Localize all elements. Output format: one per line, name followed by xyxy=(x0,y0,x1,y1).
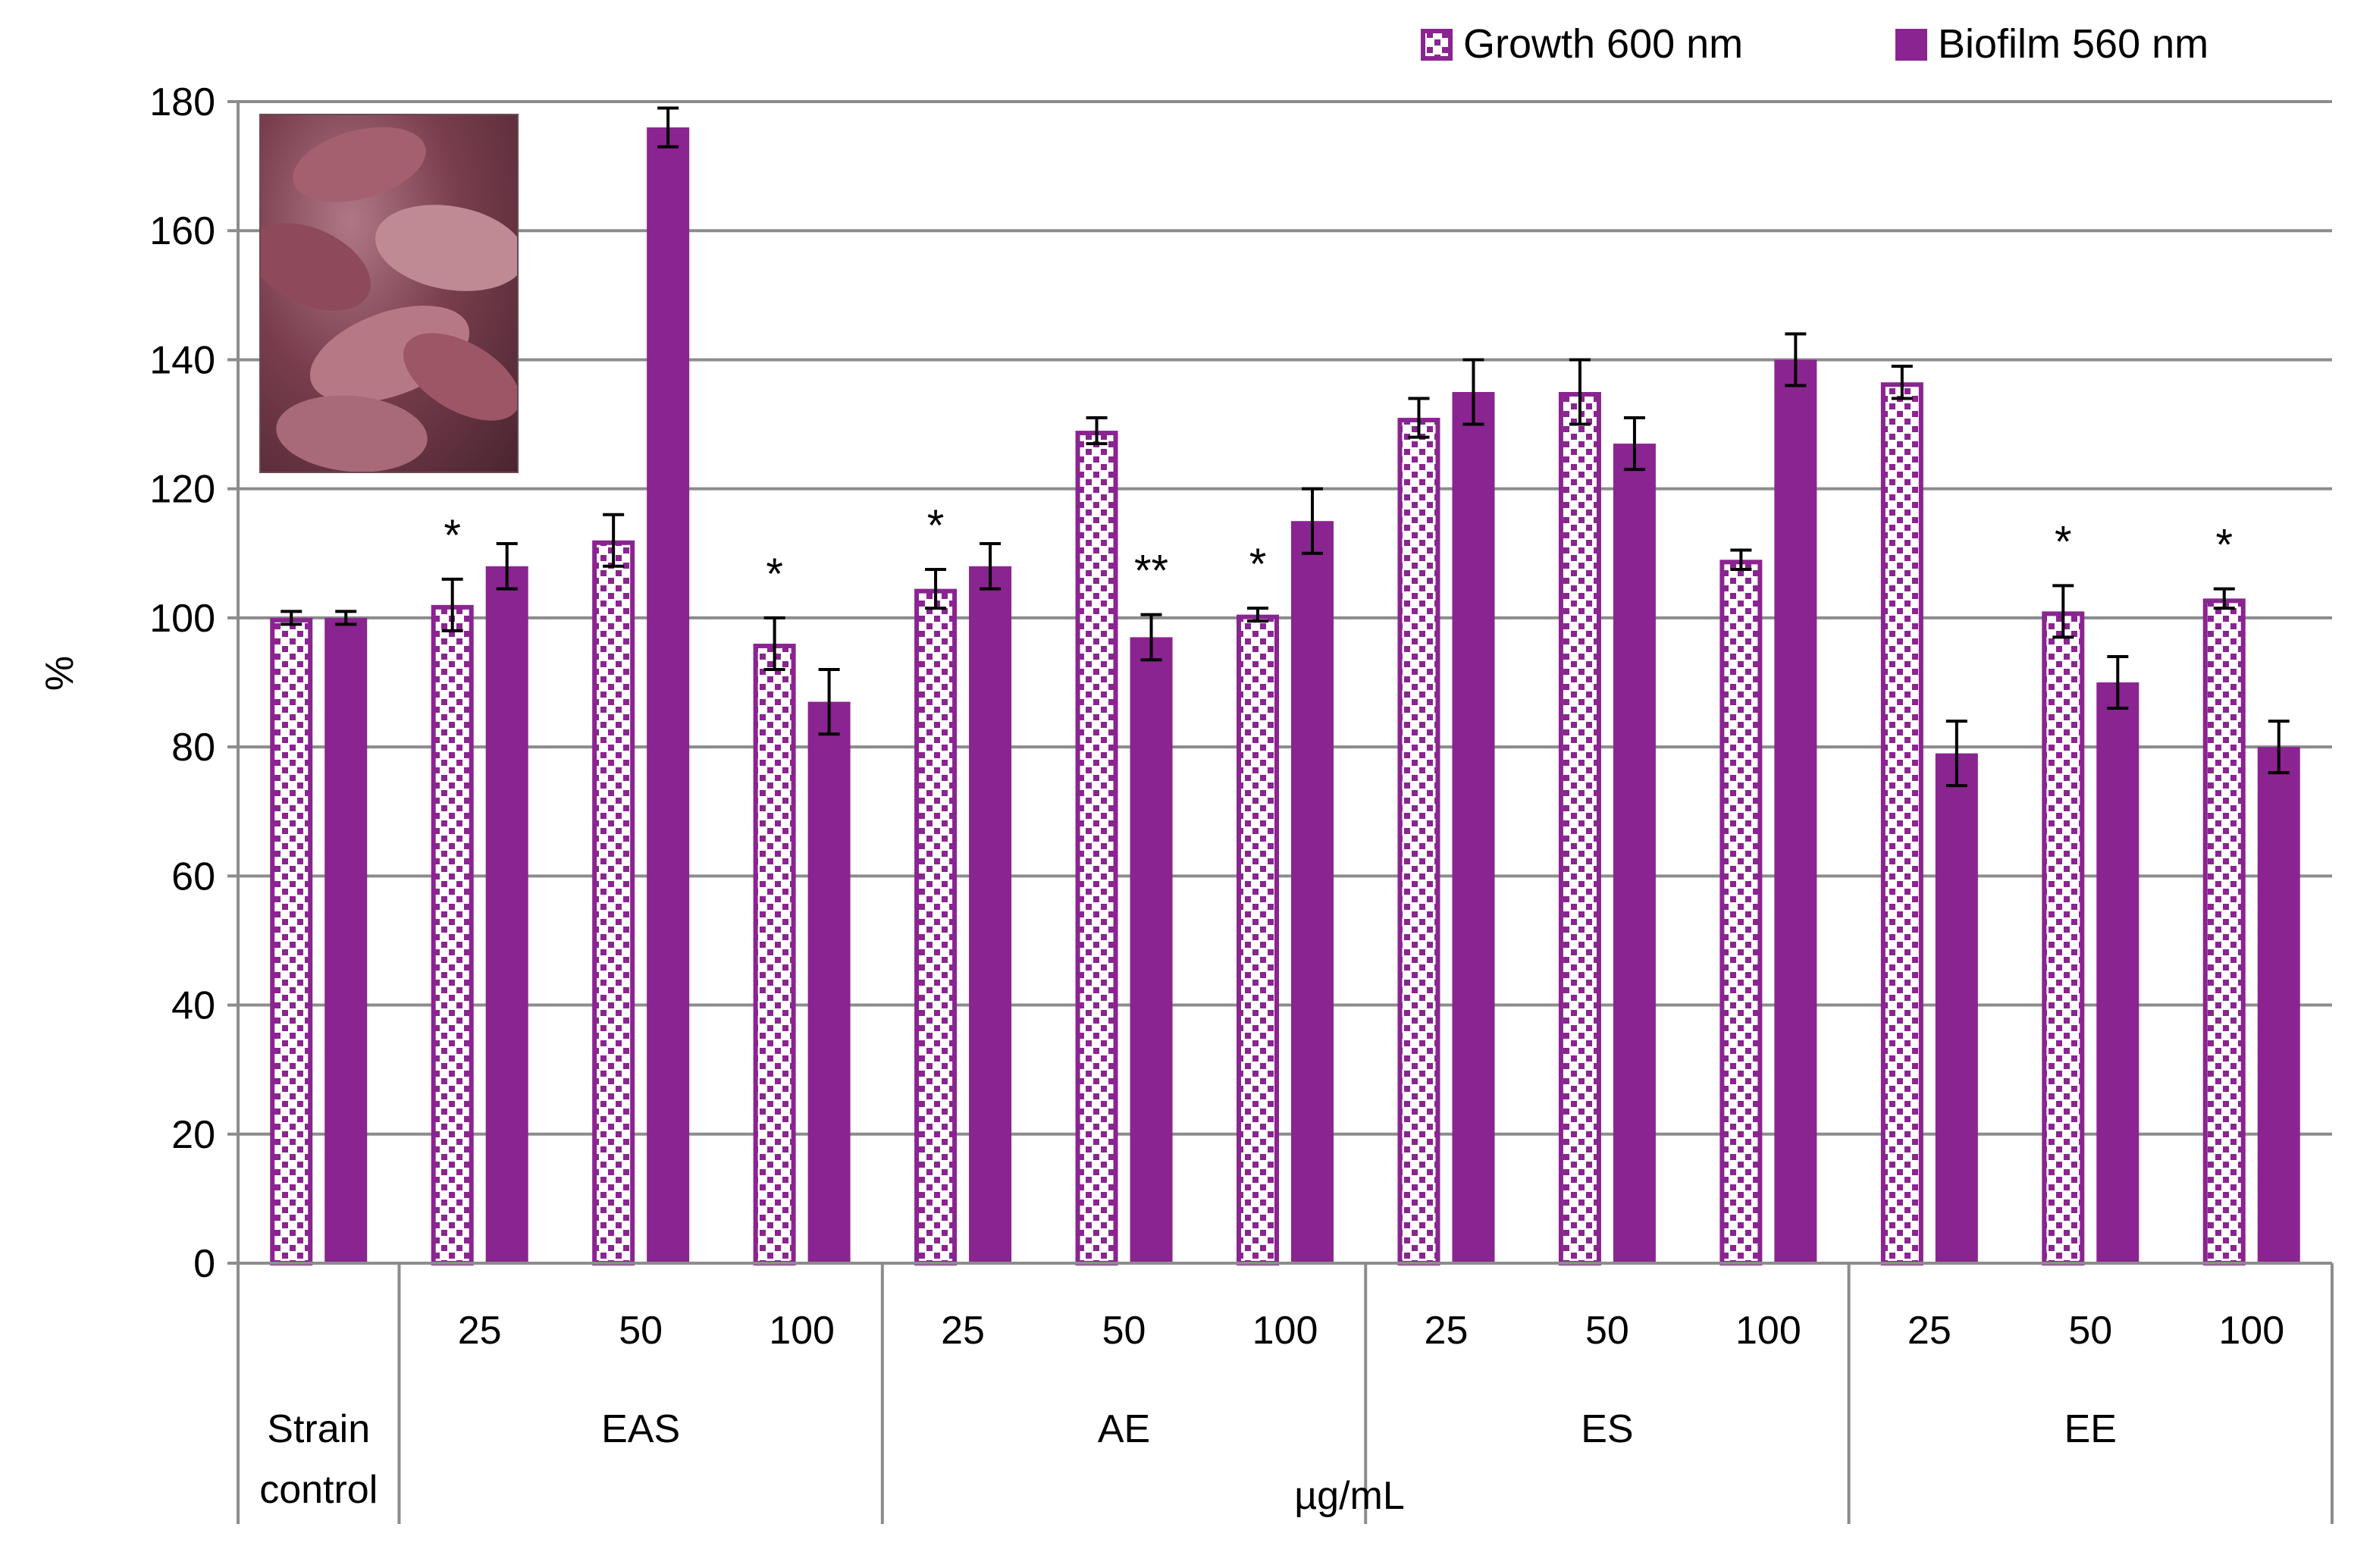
y-tick-label: 0 xyxy=(193,1242,215,1286)
significance-annotations: ***** * * * xyxy=(444,501,2233,599)
bar-growth xyxy=(2042,611,2085,1265)
bar-biofilm xyxy=(1935,753,1978,1263)
bar-biofilm xyxy=(2096,682,2139,1263)
x-tick-label: 50 xyxy=(619,1309,663,1353)
x-tick-label: 25 xyxy=(1907,1309,1951,1353)
x-tick-label: 50 xyxy=(2068,1309,2112,1353)
bar-biofilm xyxy=(1613,444,1656,1263)
x-tick-label: 100 xyxy=(1252,1309,1318,1353)
x-tick-label: 50 xyxy=(1585,1309,1629,1353)
bar-growth xyxy=(1075,431,1118,1265)
gridlines xyxy=(238,100,2332,1265)
x-group-label: Strain xyxy=(267,1407,370,1451)
x-tick-label: 25 xyxy=(458,1309,502,1353)
x-tick-label: 100 xyxy=(2218,1309,2284,1353)
x-group-label: ES xyxy=(1581,1407,1633,1451)
legend-label: Growth 600 nm xyxy=(1463,21,1743,67)
bar-biofilm xyxy=(647,127,690,1264)
significance-mark: ** xyxy=(1134,547,1168,596)
y-axis: 0 20 40 60 80 100 120 140 160 180 xyxy=(149,80,240,1286)
bar-biofilm xyxy=(324,617,368,1263)
legend-swatch-biofilm xyxy=(1895,29,1927,61)
x-tick-label: 25 xyxy=(941,1309,985,1353)
x-axis: 25 50 100 25 50 100 25 50 100 25 50 100 Strain contro… xyxy=(237,1262,2334,1524)
significance-mark: * xyxy=(766,550,783,599)
bar-biofilm xyxy=(1291,521,1334,1263)
x-group-label: EE xyxy=(2064,1407,2117,1451)
legend: Growth 600 nm Biofilm 560 nm xyxy=(1421,21,2208,67)
bar-biofilm xyxy=(485,566,528,1263)
y-tick-label: 20 xyxy=(171,1113,215,1157)
y-tick-label: 180 xyxy=(149,80,215,124)
y-tick-label: 120 xyxy=(149,468,215,512)
x-group-label: EAS xyxy=(601,1407,680,1451)
bar-growth xyxy=(1719,560,1763,1265)
bar-growth xyxy=(1237,614,1279,1265)
bar-growth xyxy=(431,604,474,1265)
bar-biofilm xyxy=(969,566,1012,1263)
x-group-label: control xyxy=(259,1468,378,1512)
bar-growth xyxy=(1397,418,1440,1265)
bar-growth xyxy=(1558,392,1601,1265)
legend-swatch-growth xyxy=(1421,29,1453,61)
x-tick-label: 25 xyxy=(1425,1309,1469,1353)
bar-biofilm xyxy=(1452,392,1495,1263)
tuber-photo-inset xyxy=(259,114,519,473)
bar-biofilm xyxy=(1774,359,1817,1263)
x-axis-label: µg/mL xyxy=(1294,1474,1405,1518)
y-tick-label: 140 xyxy=(149,338,215,382)
bar-biofilm xyxy=(2257,747,2300,1263)
significance-mark: * xyxy=(1249,540,1267,589)
x-tick-label: 50 xyxy=(1102,1309,1146,1353)
bar-biofilm xyxy=(1130,637,1173,1263)
y-tick-label: 160 xyxy=(149,209,215,253)
significance-mark: * xyxy=(2055,517,2072,566)
y-axis-label: % xyxy=(38,656,82,691)
bar-growth xyxy=(914,588,958,1265)
y-tick-label: 40 xyxy=(171,984,215,1028)
bar-growth xyxy=(753,643,796,1265)
significance-mark: * xyxy=(2215,521,2233,570)
x-tick-label: 100 xyxy=(769,1309,835,1353)
y-tick-label: 60 xyxy=(171,855,215,898)
x-group-label: AE xyxy=(1098,1407,1150,1451)
bar-growth xyxy=(2202,598,2246,1265)
significance-mark: * xyxy=(927,501,945,550)
x-tick-label: 100 xyxy=(1735,1309,1801,1353)
bars xyxy=(270,127,2300,1266)
y-tick-label: 100 xyxy=(149,597,215,641)
bar-growth xyxy=(592,540,635,1265)
bar-biofilm xyxy=(807,701,851,1263)
significance-mark: * xyxy=(444,511,461,560)
error-bars xyxy=(281,106,2290,788)
y-tick-label: 80 xyxy=(171,726,215,770)
legend-label: Biofilm 560 nm xyxy=(1938,21,2208,67)
bar-growth xyxy=(1880,382,1923,1266)
bar-growth xyxy=(270,617,313,1265)
